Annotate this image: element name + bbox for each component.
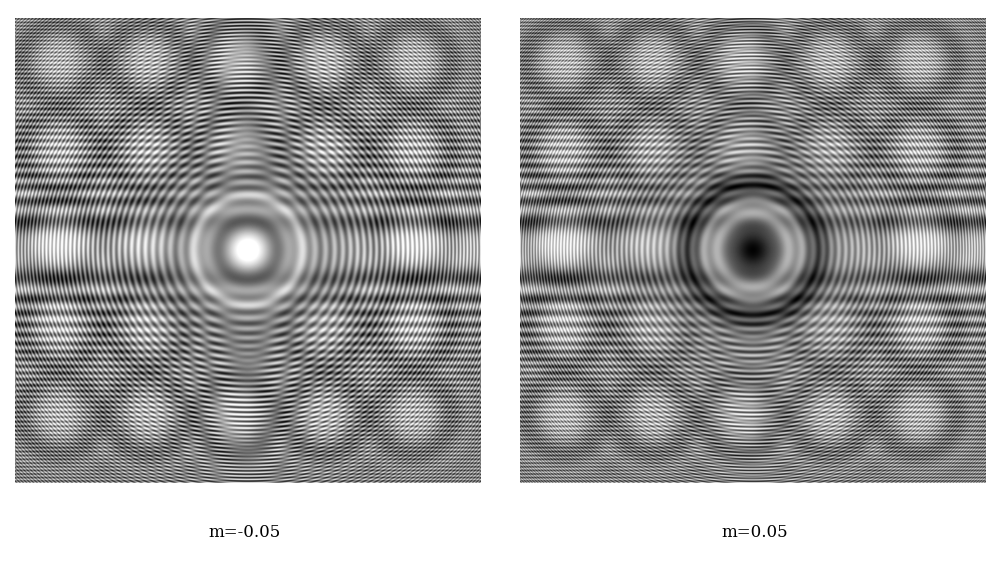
Text: m=0.05: m=0.05 [722, 525, 788, 541]
Text: m=-0.05: m=-0.05 [209, 525, 281, 541]
